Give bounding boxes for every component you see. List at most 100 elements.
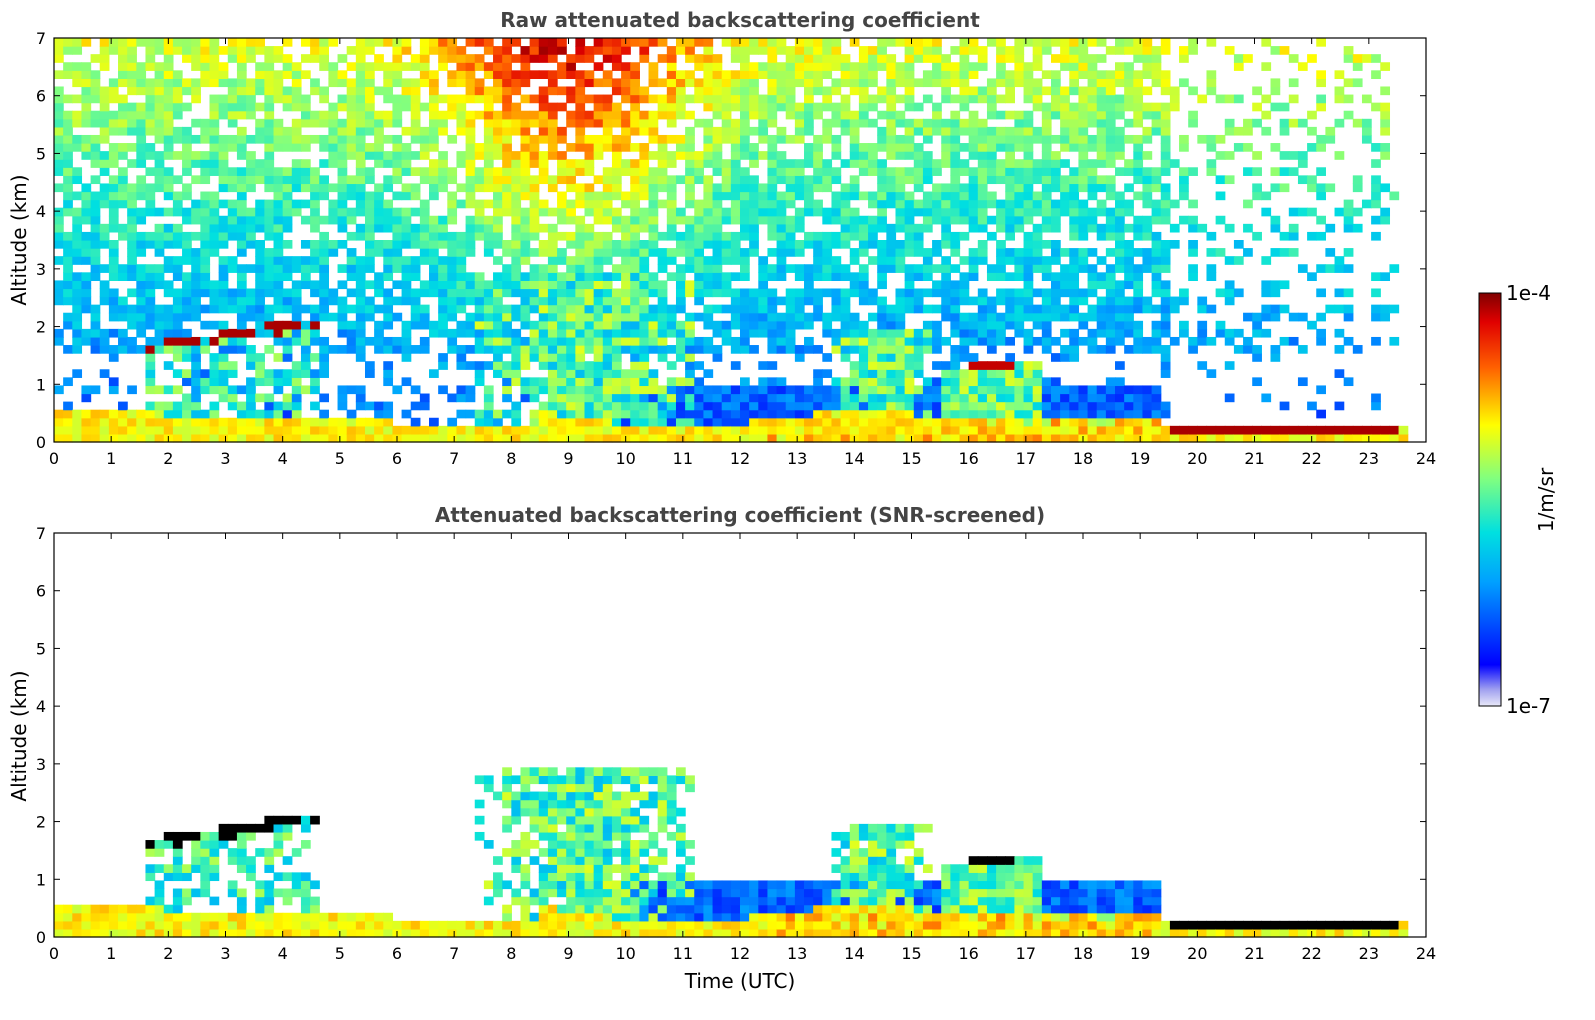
heatmap-cell	[493, 425, 503, 435]
heatmap-cell	[136, 280, 147, 290]
heatmap-cell	[639, 264, 650, 273]
heatmap-cell	[127, 110, 137, 120]
heatmap-cell	[172, 401, 183, 411]
heatmap-cell	[246, 377, 256, 387]
heatmap-cell	[557, 207, 567, 217]
heatmap-cell	[154, 385, 165, 395]
heatmap-cell	[383, 272, 394, 281]
heatmap-cell	[1215, 320, 1226, 330]
heatmap-cell	[246, 215, 256, 225]
heatmap-cell	[483, 328, 494, 338]
heatmap-cell	[511, 304, 522, 314]
heatmap-cell	[886, 62, 897, 71]
heatmap-cell	[740, 134, 750, 144]
heatmap-cell	[639, 401, 650, 411]
heatmap-cell	[1233, 433, 1244, 443]
heatmap-cell	[1215, 94, 1226, 104]
heatmap-cell	[81, 118, 92, 128]
heatmap-cell	[429, 159, 439, 168]
heatmap-cell	[977, 126, 988, 136]
heatmap-cell	[1233, 256, 1244, 265]
heatmap-cell	[502, 126, 512, 136]
heatmap-cell	[557, 393, 567, 403]
heatmap-cell	[675, 231, 686, 241]
heatmap-cell	[72, 320, 83, 330]
heatmap-cell	[593, 369, 604, 378]
heatmap-cell	[54, 288, 64, 298]
heatmap-cell	[1142, 102, 1153, 112]
heatmap-cell	[849, 393, 860, 403]
heatmap-cell	[1078, 151, 1089, 160]
heatmap-cell	[639, 425, 650, 435]
heatmap-cell	[986, 312, 997, 322]
heatmap-cell	[374, 134, 384, 144]
heatmap-cell	[163, 288, 174, 298]
heatmap-cell	[1279, 433, 1290, 443]
heatmap-cell	[255, 272, 265, 281]
heatmap-cell	[557, 272, 567, 281]
heatmap-cell	[922, 159, 933, 168]
heatmap-cell	[273, 118, 284, 128]
heatmap-cell	[63, 126, 73, 136]
heatmap-cell	[1078, 401, 1089, 411]
heatmap-cell	[721, 175, 732, 185]
heatmap-cell	[319, 296, 329, 306]
heatmap-cell	[1124, 199, 1134, 209]
heatmap-cell	[419, 393, 430, 403]
heatmap-cell	[136, 296, 147, 306]
heatmap-cell	[264, 320, 275, 330]
heatmap-cell	[831, 401, 842, 411]
heatmap-cell	[218, 167, 229, 176]
heatmap-cell	[282, 345, 293, 354]
heatmap-cell	[236, 223, 247, 233]
heatmap-cell	[712, 110, 723, 120]
heatmap-cell	[511, 167, 522, 176]
heatmap-cell	[63, 312, 73, 322]
heatmap-cell	[1252, 312, 1262, 322]
heatmap-cell	[547, 272, 558, 281]
heatmap-cell	[996, 256, 1006, 265]
heatmap-cell	[749, 62, 759, 71]
heatmap-cell	[712, 385, 723, 395]
heatmap-cell	[666, 256, 677, 265]
heatmap-cell	[236, 151, 247, 160]
heatmap-cell	[465, 231, 476, 241]
heatmap-cell	[575, 110, 586, 120]
heatmap-cell	[63, 183, 73, 193]
heatmap-cell	[593, 175, 604, 185]
heatmap-cell	[941, 94, 951, 104]
heatmap-cell	[895, 417, 906, 427]
heatmap-cell	[538, 54, 549, 63]
heatmap-cell	[922, 409, 933, 419]
heatmap-cell	[849, 175, 860, 185]
heatmap-cell	[895, 207, 906, 217]
heatmap-cell	[264, 256, 275, 265]
heatmap-cell	[1160, 102, 1171, 112]
heatmap-cell	[721, 94, 732, 104]
heatmap-cell	[886, 54, 897, 63]
heatmap-cell	[1169, 223, 1180, 233]
heatmap-cell	[1133, 151, 1144, 160]
heatmap-cell	[145, 312, 156, 322]
heatmap-cell	[1032, 385, 1043, 395]
heatmap-cell	[1124, 70, 1134, 79]
heatmap-cell	[584, 288, 595, 298]
heatmap-cell	[730, 288, 741, 298]
heatmap-cell	[502, 328, 512, 338]
heatmap-cell	[419, 126, 430, 136]
heatmap-cell	[785, 401, 796, 411]
heatmap-cell	[319, 272, 329, 281]
heatmap-cell	[72, 248, 83, 257]
heatmap-cell	[538, 296, 549, 306]
heatmap-cell	[913, 207, 924, 217]
heatmap-cell	[465, 296, 476, 306]
heatmap-cell	[1261, 256, 1272, 265]
heatmap-cell	[392, 223, 403, 233]
heatmap-cell	[584, 304, 595, 314]
heatmap-cell	[611, 143, 622, 152]
heatmap-cell	[749, 86, 759, 96]
heatmap-cell	[1060, 54, 1070, 63]
heatmap-cell	[429, 175, 439, 185]
heatmap-cell	[1233, 94, 1244, 104]
heatmap-cell	[611, 328, 622, 338]
